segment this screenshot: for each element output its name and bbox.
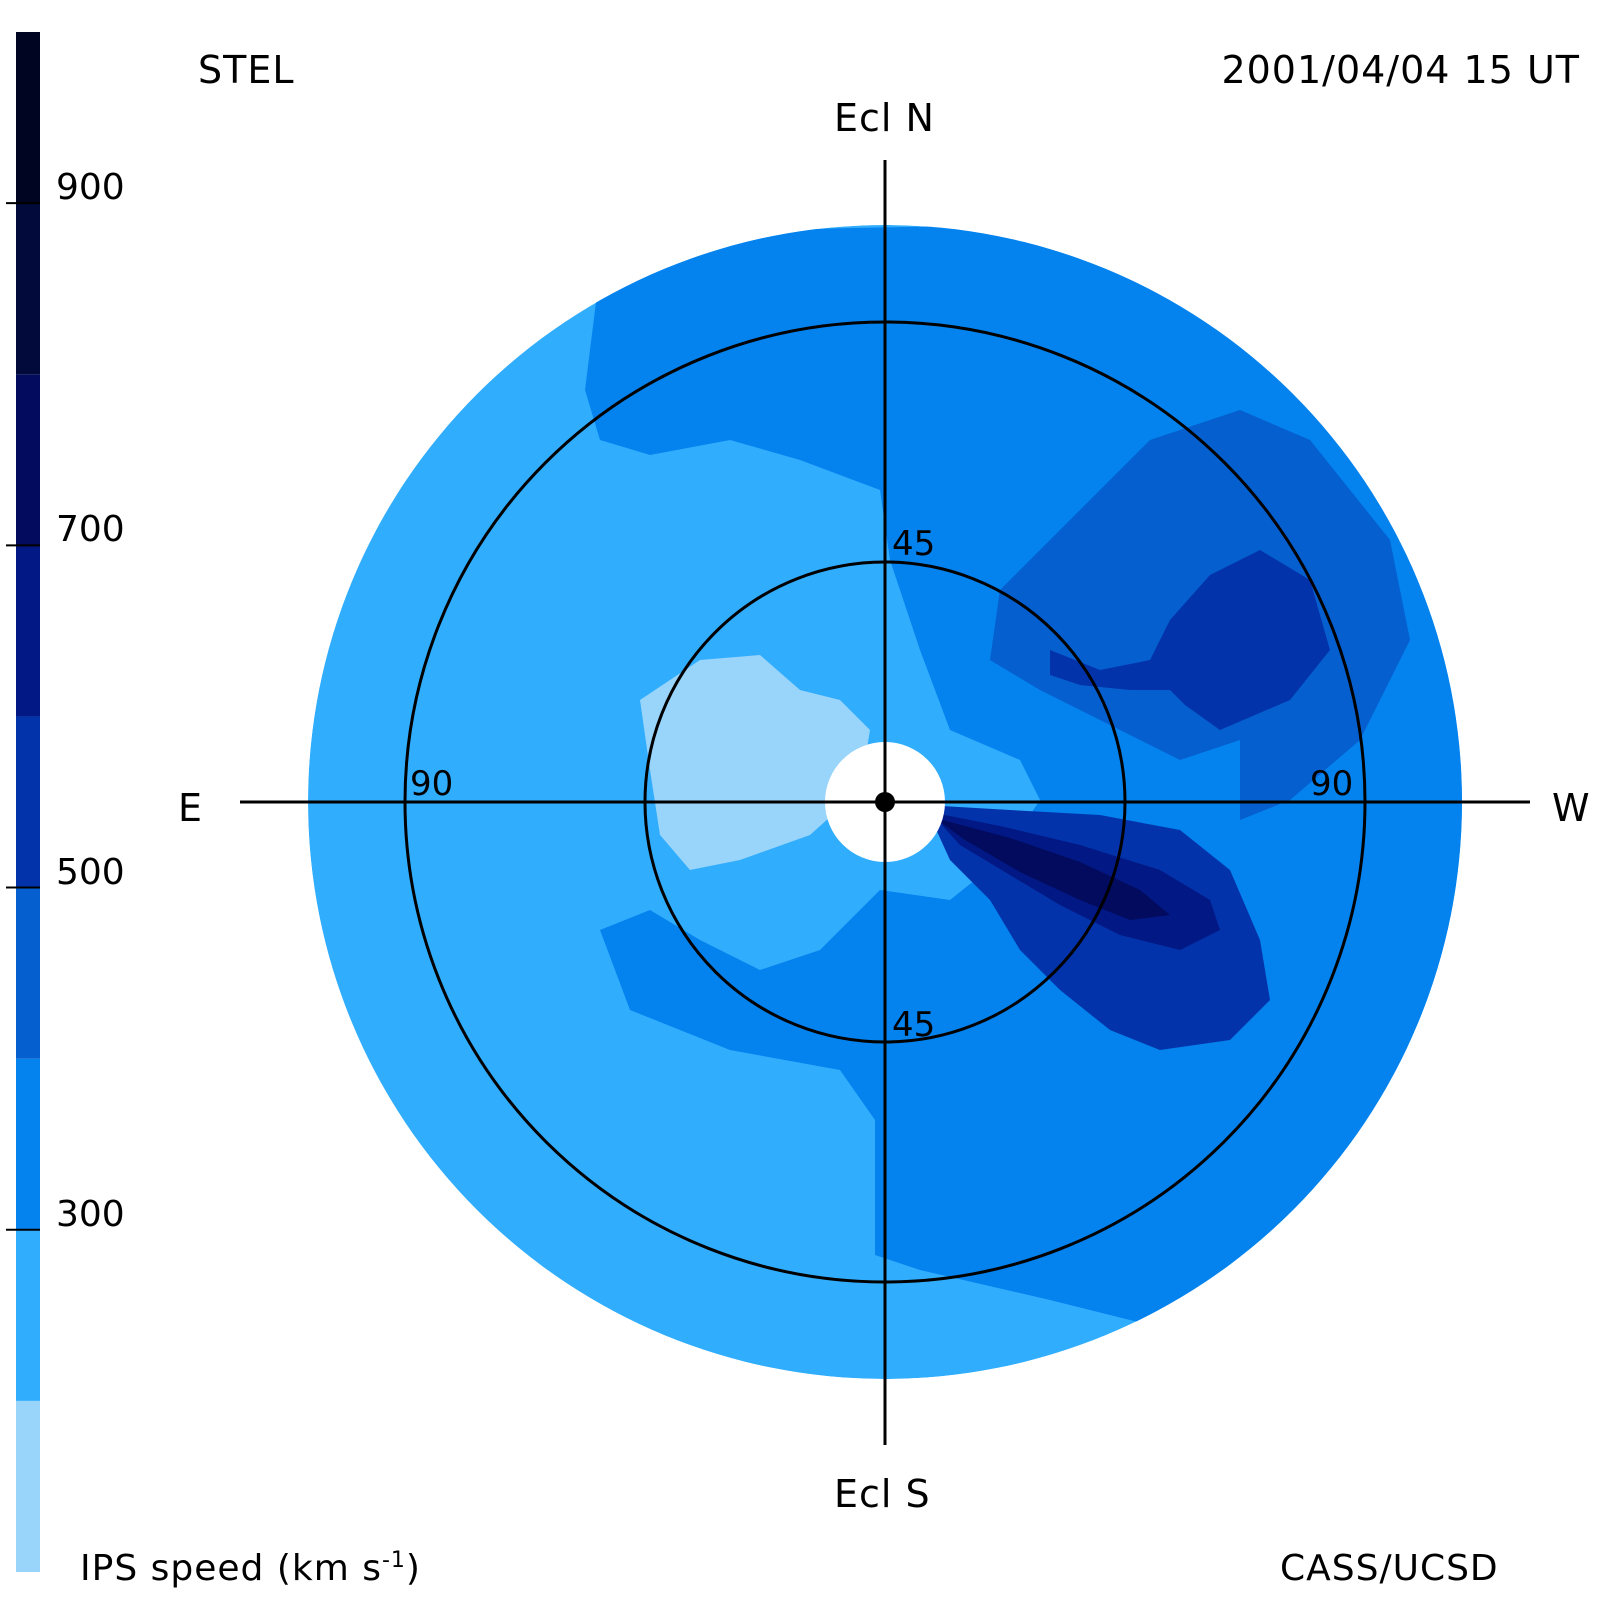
- ring-label-north-45: 45: [892, 524, 936, 564]
- colorbar-tick-label-700: 700: [56, 509, 125, 551]
- colorbar-tick-label-900: 900: [56, 167, 125, 209]
- ring-label-west-90: 90: [1310, 764, 1354, 804]
- east-label: E: [178, 786, 204, 830]
- colorbar-title-exponent: -1: [381, 1548, 406, 1573]
- timestamp: 2001/04/04 15 UT: [1221, 48, 1580, 92]
- colorbar-title-close: ): [405, 1548, 421, 1589]
- colorbar-title: IPS speed (km s-1): [80, 1548, 421, 1589]
- colorbar-band-300-400: [16, 1058, 40, 1230]
- colorbar-band-700-800: [16, 374, 40, 546]
- south-label: Ecl S: [834, 1472, 931, 1516]
- colorbar-band-900-1000: [16, 32, 40, 204]
- speed-region-slow-wind-east: [640, 655, 870, 870]
- colorbar: [16, 32, 40, 1572]
- colorbar-band-400-500: [16, 887, 40, 1059]
- colorbar-band-600-700: [16, 545, 40, 717]
- ring-label-east-90: 90: [410, 764, 454, 804]
- colorbar-tick-label-500: 500: [56, 851, 125, 893]
- colorbar-ticks: [6, 202, 40, 1231]
- west-label: W: [1552, 786, 1591, 830]
- credit-label: CASS/UCSD: [1280, 1548, 1499, 1589]
- colorbar-band-100-200: [16, 1400, 40, 1572]
- north-label: Ecl N: [834, 96, 935, 140]
- colorbar-band-800-900: [16, 203, 40, 375]
- colorbar-tick-label-300: 300: [56, 1193, 125, 1235]
- ring-label-south-45: 45: [892, 1005, 936, 1045]
- speed-region-south-west-jet: [935, 818, 1170, 920]
- colorbar-band-200-300: [16, 1229, 40, 1401]
- sun-center-dot: [875, 792, 895, 812]
- source-label: STEL: [198, 48, 295, 92]
- colorbar-band-500-600: [16, 716, 40, 888]
- colorbar-title-text: IPS speed (km s: [80, 1548, 382, 1589]
- speed-region-north-west-core: [1050, 550, 1330, 730]
